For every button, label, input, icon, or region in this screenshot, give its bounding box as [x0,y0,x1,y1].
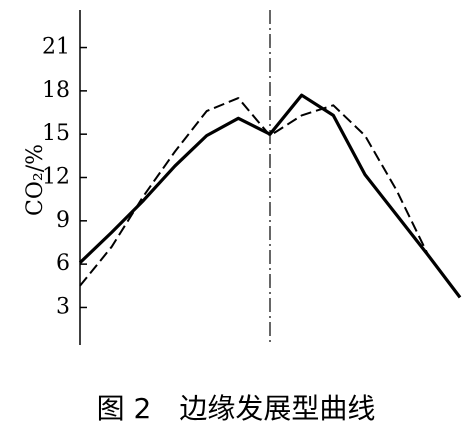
y-tick-label: 3 [56,294,70,319]
y-axis-label: CO₂/% [23,144,48,216]
y-tick-label: 6 [56,251,70,276]
y-tick-label: 18 [42,78,70,103]
y-tick-label: 15 [42,121,70,146]
y-tick-label: 21 [42,35,70,60]
chart-title: 图 2 边缘发展型曲线 [97,392,376,425]
y-tick-label: 12 [42,165,70,190]
y-tick-label: 9 [56,208,70,233]
